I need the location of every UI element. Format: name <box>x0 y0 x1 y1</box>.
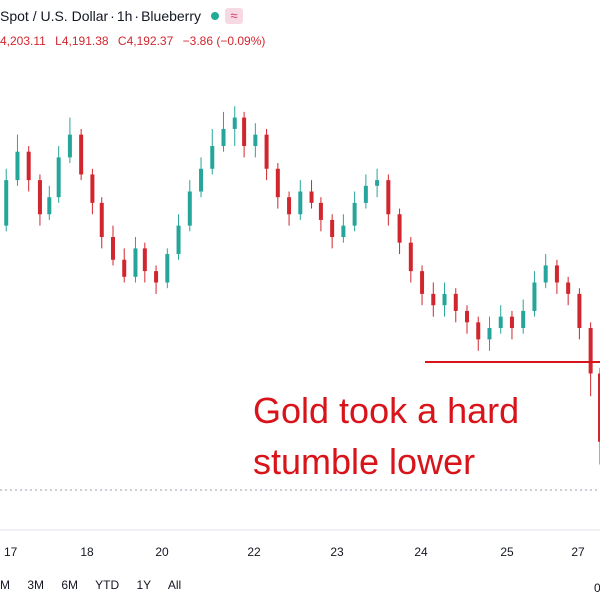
candle-down <box>309 191 314 203</box>
low-value: L4,191.38 <box>55 34 109 48</box>
candle-down <box>110 237 115 260</box>
annotation-line-1: Gold took a hard <box>253 390 520 431</box>
x-tick-label: 20 <box>155 545 169 559</box>
close-value: C4,192.37 <box>117 34 174 48</box>
candle-down <box>99 202 104 237</box>
candle-up <box>532 282 537 311</box>
candle-down <box>465 310 470 323</box>
candle-down <box>408 242 413 272</box>
candle-down <box>122 259 127 277</box>
symbol-name: Spot / U.S. Dollar <box>0 8 109 24</box>
candle-up <box>210 146 215 169</box>
candle-up <box>4 180 9 226</box>
x-tick-label: 27 <box>571 545 585 559</box>
interval-label[interactable]: 1h <box>116 8 133 24</box>
range-ytd-button[interactable]: YTD <box>95 578 120 592</box>
candle-up <box>133 248 138 277</box>
candle-down <box>330 219 335 237</box>
x-axis-ticks: 17 18 20 22 23 24 25 27 <box>4 545 585 559</box>
candle-down <box>275 168 280 198</box>
candle-up <box>298 191 303 215</box>
candle-up <box>232 117 237 129</box>
x-tick-label: 24 <box>414 545 428 559</box>
range-3m-button[interactable]: 3M <box>27 578 45 592</box>
chart-annotation: Gold took a hard stumble lower <box>253 385 519 487</box>
candle-up <box>352 202 357 226</box>
candle-down <box>453 293 458 311</box>
ohlc-values: 4,203.11 L4,191.38 C4,192.37 −3.86 (−0.0… <box>0 34 271 48</box>
range-selector: M 3M 6M YTD 1Y All <box>0 578 195 598</box>
candle-up <box>521 310 526 328</box>
candle-down <box>264 134 269 169</box>
candle-up <box>47 197 52 215</box>
candle-down <box>142 248 147 272</box>
range-1y-button[interactable]: 1Y <box>136 578 152 592</box>
candle-down <box>79 134 84 175</box>
source-label: Blueberry <box>141 8 201 24</box>
candles-layer <box>4 106 600 465</box>
range-6m-button[interactable]: 6M <box>61 578 79 592</box>
change-value: −3.86 (−0.09%) <box>182 34 266 48</box>
candle-down <box>588 328 593 374</box>
candle-up <box>341 225 346 237</box>
candle-down <box>566 282 571 294</box>
range-m-button[interactable]: M <box>0 578 10 592</box>
candle-up <box>199 168 204 192</box>
candle-down <box>554 265 559 283</box>
chart-header: Spot / U.S. Dollar · 1h · Blueberry ≈ 4,… <box>0 6 600 50</box>
candle-down <box>420 271 425 294</box>
x-tick-label: 22 <box>247 545 261 559</box>
candle-down <box>242 117 247 146</box>
symbol-title[interactable]: Spot / U.S. Dollar · 1h · Blueberry ≈ <box>0 8 243 24</box>
candle-up <box>253 134 258 146</box>
candle-down <box>577 293 582 328</box>
candle-up <box>165 254 170 283</box>
annotation-line-2: stumble lower <box>253 441 476 482</box>
candle-up <box>221 128 226 146</box>
candle-up <box>67 134 72 158</box>
candle-down <box>37 180 42 215</box>
candle-up <box>56 157 61 198</box>
candle-down <box>90 174 95 203</box>
candle-down <box>26 151 31 181</box>
candle-down <box>154 271 159 283</box>
candle-up <box>487 328 492 340</box>
candle-down <box>476 322 481 340</box>
candle-up <box>363 185 368 203</box>
x-tick-label: 23 <box>330 545 344 559</box>
x-tick-label: 17 <box>4 545 18 559</box>
x-tick-label: 25 <box>500 545 514 559</box>
range-all-button[interactable]: All <box>167 578 182 592</box>
candle-up <box>442 293 447 306</box>
open-value: 4,203.11 <box>0 34 46 48</box>
candle-down <box>509 316 514 328</box>
candle-down <box>287 197 292 215</box>
candle-down <box>397 214 402 243</box>
candle-up <box>176 225 181 255</box>
candle-down <box>386 180 391 215</box>
candle-up <box>187 191 192 226</box>
candle-up <box>498 316 503 328</box>
x-tick-partial: 0 <box>594 581 600 595</box>
candle-up <box>543 265 548 283</box>
candle-up <box>375 180 380 186</box>
x-tick-label: 18 <box>80 545 94 559</box>
candle-down <box>318 202 323 220</box>
candle-up <box>15 151 20 181</box>
wave-icon[interactable]: ≈ <box>225 8 243 24</box>
candle-down <box>598 373 600 442</box>
candle-down <box>431 293 436 306</box>
market-status-dot <box>211 12 219 20</box>
